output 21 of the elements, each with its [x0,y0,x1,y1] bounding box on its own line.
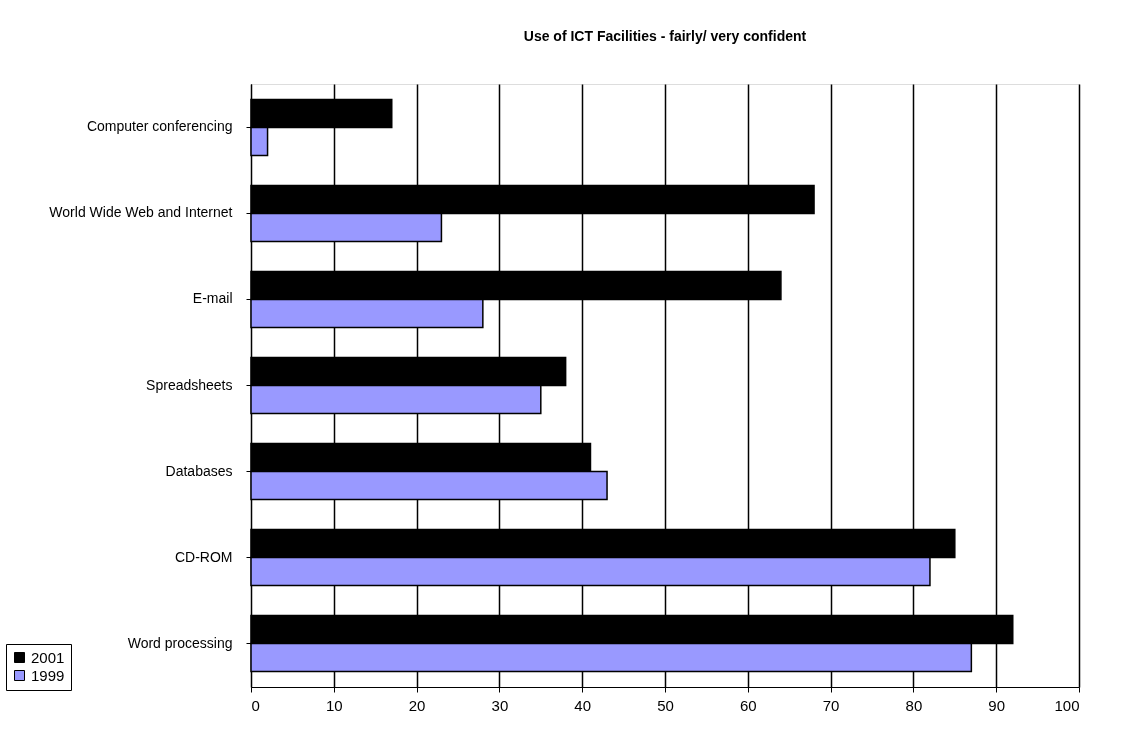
y-tick-label: E-mail [192,290,233,307]
chart-title: Use of ICT Facilities - fairly/ very confident [523,28,807,44]
x-tick-label: 50 [657,696,674,714]
x-tick-label: 90 [988,696,1006,714]
x-tick-label: 70 [822,696,840,714]
x-tick-label: 100 [1054,696,1080,714]
y-tick-label: CD-ROM [174,548,233,565]
legend-label: 1999 [31,666,65,684]
y-tick-label: Databases [165,462,233,479]
y-tick-label: Spreadsheets [146,376,233,393]
x-tick-label: 20 [408,696,426,714]
x-tick-label: 80 [905,696,923,714]
y-tick-label: Word processing [127,634,233,651]
x-tick-label: 40 [574,696,592,714]
legend-label: 2001 [31,648,65,666]
x-tick-label: 10 [325,696,343,714]
x-tick-label: 0 [251,696,260,714]
x-tick-label: 30 [491,696,509,714]
y-tick-label: Computer conferencing [86,118,233,135]
x-tick-label: 60 [739,696,757,714]
y-tick-label: World Wide Web and Internet [49,204,233,221]
